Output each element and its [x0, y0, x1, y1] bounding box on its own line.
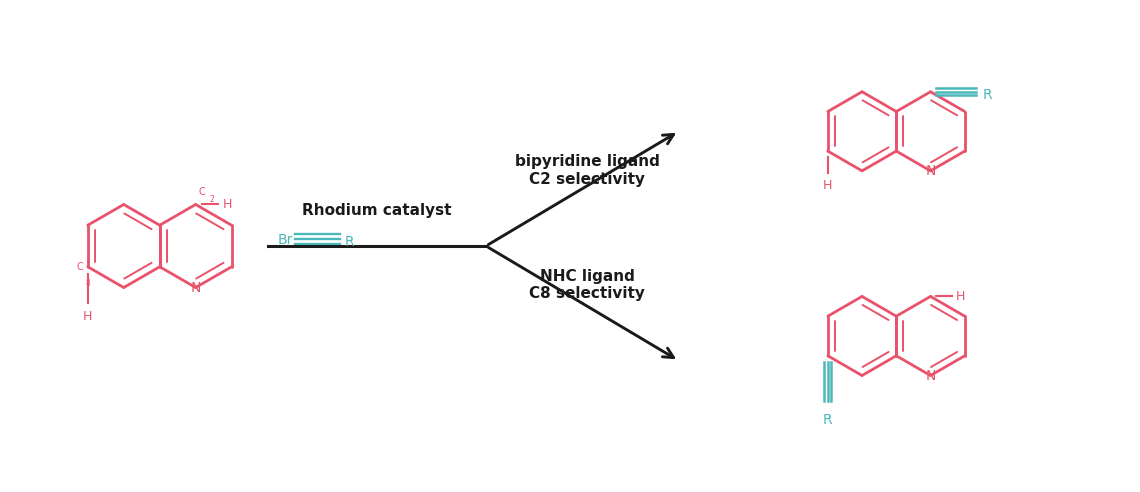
Text: C8 selectivity: C8 selectivity [529, 286, 645, 302]
Text: R: R [344, 235, 355, 249]
Text: 2: 2 [210, 195, 214, 205]
Text: H: H [222, 198, 233, 211]
Text: H: H [83, 310, 92, 323]
Text: N: N [926, 164, 936, 178]
Text: H: H [823, 179, 832, 192]
Text: Rhodium catalyst: Rhodium catalyst [302, 203, 451, 218]
Text: H: H [956, 290, 966, 303]
Text: N: N [926, 369, 936, 382]
Text: Br: Br [278, 233, 293, 247]
Text: R: R [823, 413, 832, 427]
Text: R: R [983, 88, 993, 102]
Text: bipyridine ligand: bipyridine ligand [515, 154, 660, 169]
Text: C: C [76, 262, 83, 272]
Text: NHC ligand: NHC ligand [540, 269, 635, 283]
Text: C2 selectivity: C2 selectivity [529, 172, 645, 186]
Text: N: N [190, 280, 201, 295]
Text: 8: 8 [86, 278, 90, 288]
Text: C: C [198, 186, 205, 197]
